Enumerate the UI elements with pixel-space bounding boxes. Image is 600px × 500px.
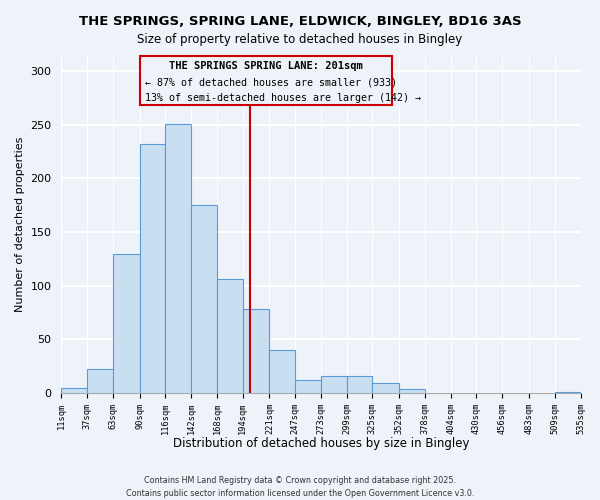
Text: THE SPRINGS SPRING LANE: 201sqm: THE SPRINGS SPRING LANE: 201sqm [169, 62, 363, 72]
Bar [347, 376, 373, 393]
Bar [269, 350, 295, 393]
Text: Size of property relative to detached houses in Bingley: Size of property relative to detached ho… [137, 32, 463, 46]
Bar [399, 388, 425, 393]
Bar [242, 310, 269, 393]
X-axis label: Distribution of detached houses by size in Bingley: Distribution of detached houses by size … [173, 437, 469, 450]
Y-axis label: Number of detached properties: Number of detached properties [15, 136, 25, 312]
Bar [295, 380, 321, 393]
Bar [217, 280, 242, 393]
Bar [321, 376, 347, 393]
Bar [191, 205, 217, 393]
Bar [373, 384, 399, 393]
Text: ← 87% of detached houses are smaller (933): ← 87% of detached houses are smaller (93… [145, 78, 397, 88]
Bar [166, 124, 191, 393]
FancyBboxPatch shape [140, 56, 392, 106]
Bar [555, 392, 580, 393]
Bar [61, 388, 87, 393]
Text: THE SPRINGS, SPRING LANE, ELDWICK, BINGLEY, BD16 3AS: THE SPRINGS, SPRING LANE, ELDWICK, BINGL… [79, 15, 521, 28]
Bar [140, 144, 166, 393]
Bar [113, 254, 140, 393]
Bar [87, 370, 113, 393]
Text: 13% of semi-detached houses are larger (142) →: 13% of semi-detached houses are larger (… [145, 92, 421, 102]
Text: Contains HM Land Registry data © Crown copyright and database right 2025.
Contai: Contains HM Land Registry data © Crown c… [126, 476, 474, 498]
